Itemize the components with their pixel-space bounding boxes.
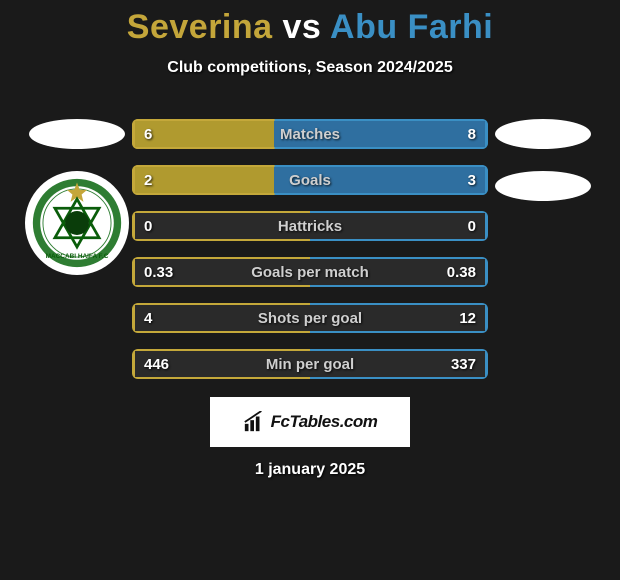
stat-label: Min per goal [132, 349, 488, 379]
player1-name: Severina [127, 8, 273, 46]
stat-value-right: 3 [468, 165, 476, 195]
subtitle: Club competitions, Season 2024/2025 [0, 59, 620, 77]
player2-name: Abu Farhi [330, 8, 493, 46]
vs-text: vs [283, 8, 322, 46]
stat-label: Matches [132, 119, 488, 149]
stats-bars: 6Matches8 2Goals3 0Hattricks0 0.33Goals per… [132, 119, 488, 379]
player1-club-badge: MACCABI HAIFA F.C [25, 171, 129, 275]
stat-label: Hattricks [132, 211, 488, 241]
stat-label: Shots per goal [132, 303, 488, 333]
chart-icon [243, 411, 265, 433]
stat-bar: 446Min per goal337 [132, 349, 488, 379]
stat-value-right: 8 [468, 119, 476, 149]
player2-photo-placeholder [495, 119, 591, 149]
footer-date: 1 january 2025 [0, 461, 620, 479]
maccabi-haifa-badge-icon: MACCABI HAIFA F.C [31, 177, 123, 269]
player1-photo-placeholder [29, 119, 125, 149]
svg-text:MACCABI HAIFA F.C: MACCABI HAIFA F.C [46, 253, 109, 260]
stat-bar: 2Goals3 [132, 165, 488, 195]
footer-brand-text: FcTables.com [271, 412, 378, 432]
stat-bar: 0Hattricks0 [132, 211, 488, 241]
right-column [488, 119, 598, 201]
player2-club-placeholder [495, 171, 591, 201]
main-row: MACCABI HAIFA F.C 6Matches8 2Goals3 0Hattr… [0, 119, 620, 379]
stat-bar: 4Shots per goal12 [132, 303, 488, 333]
stat-label: Goals per match [132, 257, 488, 287]
left-column: MACCABI HAIFA F.C [22, 119, 132, 275]
stat-bar: 6Matches8 [132, 119, 488, 149]
footer-brand-badge[interactable]: FcTables.com [210, 397, 410, 447]
stat-label: Goals [132, 165, 488, 195]
stat-value-right: 0 [468, 211, 476, 241]
stat-value-right: 12 [459, 303, 476, 333]
title: Severina vs Abu Farhi [0, 8, 620, 47]
stat-value-right: 0.38 [447, 257, 476, 287]
stat-bar: 0.33Goals per match0.38 [132, 257, 488, 287]
comparison-card: Severina vs Abu Farhi Club competitions,… [0, 0, 620, 580]
stat-value-right: 337 [451, 349, 476, 379]
